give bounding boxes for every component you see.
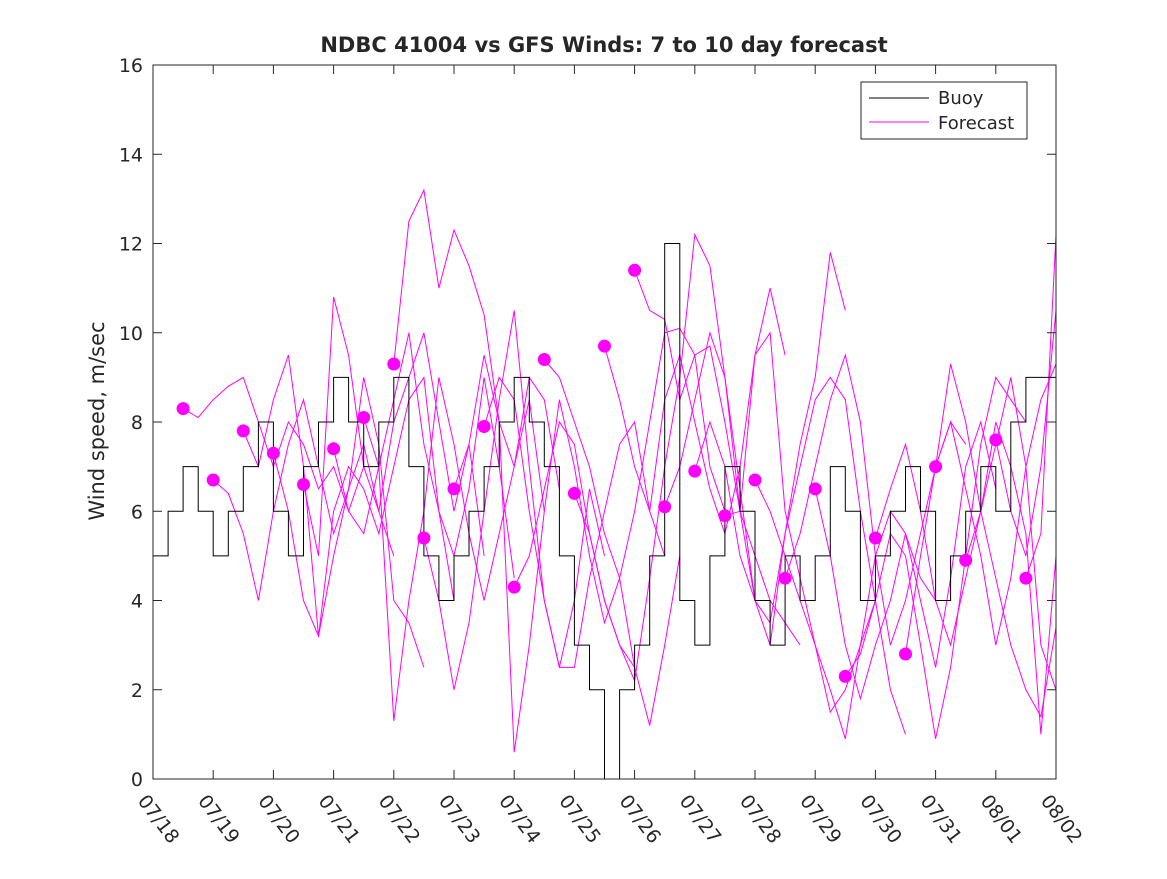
forecast-marker [748,473,762,487]
forecast-marker [567,486,581,500]
legend-box [860,81,1028,140]
buoy-step-line [153,243,1056,780]
y-tick-label: 10 [119,323,143,345]
y-tick-label: 16 [119,55,143,77]
legend: Buoy Forecast [860,81,1028,140]
forecast-marker [868,531,882,545]
forecast-line-26 [935,363,1057,646]
forecast-markers [176,263,1033,683]
forecast-marker [206,473,220,487]
forecast-marker [718,509,732,523]
forecast-marker [176,402,190,416]
forecast-marker [598,339,611,353]
forecast-marker [387,357,401,371]
y-tick-label: 2 [131,680,143,702]
y-axis-label: Wind speed, m/sec [85,321,109,520]
forecast-marker [297,478,310,491]
forecast-marker [507,580,521,594]
forecast-marker [989,433,1003,447]
forecast-marker [959,553,973,567]
forecast-marker [688,464,702,478]
forecast-line-4 [272,375,455,639]
forecast-line-28 [995,310,1057,557]
forecast-marker [266,446,280,460]
y-tick-label: 12 [119,234,143,256]
forecast-marker [808,482,822,496]
forecast-marker [899,647,912,661]
chart-title: NDBC 41004 vs GFS Winds: 7 to 10 day for… [320,33,887,57]
forecast-line-10 [453,354,636,753]
y-tick-label: 6 [131,501,143,523]
forecast-marker [929,460,943,474]
forecast-line-8 [393,188,560,489]
forecast-marker [628,263,642,277]
buoy-series [153,243,1056,780]
y-tick-label: 8 [131,412,143,434]
forecast-line-16 [634,270,801,646]
y-tick-label: 14 [119,144,143,166]
forecast-line-29 [1025,234,1057,579]
y-tick-label: 4 [131,591,143,613]
forecast-marker [477,420,491,433]
forecast-marker [1019,571,1033,585]
legend-label-buoy: Buoy [938,88,984,109]
forecast-marker [417,531,431,545]
forecast-line-22 [814,420,997,701]
forecast-marker [357,411,371,424]
legend-label-forecast: Forecast [938,113,1014,134]
forecast-marker [537,353,551,366]
forecast-marker [447,482,461,496]
forecast-marker [327,442,341,456]
forecast-marker [778,571,792,585]
forecast-marker [658,500,672,514]
forecast-line-6 [333,332,515,579]
forecast-line-3 [242,354,425,668]
y-axis: 0 2 4 6 8 10 12 14 16 [119,55,1056,791]
forecast-marker [236,424,250,438]
y-tick-label: 0 [131,769,143,791]
forecast-marker [838,669,852,683]
